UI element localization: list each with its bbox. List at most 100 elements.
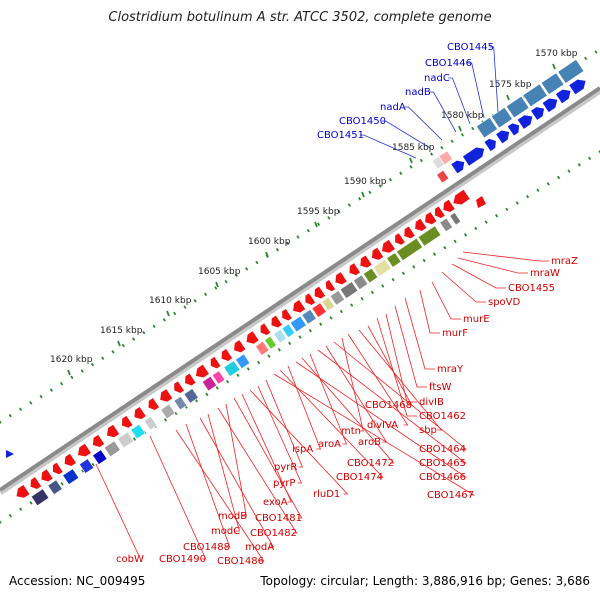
gene-block	[289, 315, 307, 333]
leader-line-bottom	[233, 397, 303, 519]
ruler-tick	[0, 520, 2, 524]
gene-label-top: CBO1445	[447, 42, 494, 53]
gene-arrow-forward	[160, 389, 173, 402]
gene-arrow-forward	[234, 340, 246, 353]
ruler-tick	[327, 216, 331, 220]
gene-block-reverse	[540, 72, 565, 95]
ruler-major-tick	[166, 310, 170, 317]
gene-block	[273, 329, 287, 344]
leader-line-bottom	[358, 329, 443, 431]
gene-label-bottom: exoA	[263, 497, 288, 508]
leader-line-bottom	[273, 373, 476, 496]
gene-label-bottom: CBO1465	[419, 458, 466, 469]
ruler-tick	[132, 437, 137, 441]
ruler-tick	[460, 133, 464, 137]
gene-label-bottom: mraW	[530, 268, 560, 279]
ruler-major-tick	[314, 221, 318, 228]
ruler-tick	[588, 156, 592, 161]
gene-arrow-forward	[174, 381, 184, 393]
ruler-tick	[275, 248, 280, 252]
leader-line-bottom	[462, 251, 549, 262]
ruler-tick	[203, 292, 208, 297]
ruler-major-tick	[409, 157, 413, 164]
gene-block-reverse	[490, 106, 513, 129]
ruler-label: 1610 kbp	[149, 296, 192, 306]
ruler-tick	[152, 324, 156, 329]
gene-block	[143, 415, 158, 431]
gene-label-bottom: aroA	[318, 439, 341, 450]
ruler-label: 1620 kbp	[50, 355, 93, 365]
gene-label-bottom: CBO1474	[336, 472, 383, 483]
ruler-tick	[463, 233, 468, 237]
gene-block	[62, 468, 80, 485]
gene-arrow-forward	[314, 286, 326, 299]
gene-block-reverse	[505, 95, 530, 119]
ruler-label: 1585 kbp	[392, 143, 435, 153]
leader-line-bottom	[376, 317, 417, 417]
gene-label-bottom: modC	[211, 526, 240, 537]
ruler-label: 1570 kbp	[535, 49, 578, 59]
ruler-tick	[557, 175, 561, 180]
ruler-tick	[193, 299, 197, 303]
gene-arrow-forward	[434, 206, 445, 219]
ruler-major-tick	[215, 281, 219, 288]
leader-line-bottom	[249, 389, 349, 495]
gene-label-bottom: mraZ	[551, 256, 578, 267]
gene-arrow-forward	[395, 233, 405, 245]
gene-arrow-forward	[64, 453, 77, 466]
gene-label-bottom: ispA	[292, 444, 313, 455]
ruler-tick	[381, 284, 385, 288]
leader-line-bottom	[431, 281, 461, 320]
ruler-tick	[453, 239, 457, 244]
gene-block	[301, 309, 317, 325]
ruler-tick	[257, 360, 261, 365]
leader-line-bottom	[419, 289, 440, 334]
ruler-tick	[401, 271, 406, 275]
gene-label-bottom: CBO1455	[508, 283, 555, 294]
gene-arrow-forward	[404, 226, 415, 239]
ruler-tick	[515, 201, 519, 205]
ruler-tick	[329, 316, 333, 320]
ruler-tick	[347, 203, 351, 207]
leader-line-top	[429, 91, 457, 133]
gene-arrow-reverse	[555, 89, 571, 104]
leader-line-bottom	[451, 263, 506, 289]
gene-block	[183, 388, 199, 404]
gene-label-bottom: modA	[245, 542, 274, 553]
leader-line-bottom	[457, 257, 528, 274]
ruler-tick	[142, 330, 146, 335]
leader-line-bottom	[217, 407, 298, 534]
gene-block	[47, 479, 63, 495]
ruler-tick	[474, 226, 478, 231]
leader-line-bottom	[287, 365, 321, 450]
leader-line-bottom	[175, 429, 265, 562]
ruler-tick	[419, 158, 423, 163]
ruler-tick	[246, 367, 250, 371]
ruler-tick	[526, 194, 530, 199]
gene-block	[372, 258, 392, 277]
gene-label-bottom: mtn	[341, 426, 361, 437]
ruler-tick	[39, 394, 43, 399]
ruler-label: 1600 kbp	[248, 237, 291, 247]
gene-label-bottom: CBO1468	[365, 400, 412, 411]
gene-arrow-reverse	[496, 130, 510, 144]
gene-block	[235, 353, 251, 370]
ruler-tick	[430, 152, 434, 156]
gene-arrow-reverse	[484, 138, 496, 152]
ruler-tick	[8, 513, 12, 518]
ruler-tick	[450, 139, 454, 144]
ruler-tick	[484, 220, 488, 224]
gene-label-bottom: CBO1466	[419, 472, 466, 483]
ruler-tick	[567, 169, 571, 173]
gene-arrow-forward	[381, 239, 395, 253]
ruler-tick	[422, 258, 426, 263]
gene-arrow-forward	[425, 212, 437, 225]
ruler-major-tick	[506, 94, 510, 101]
gene-arrow-forward	[260, 323, 271, 336]
gene-label-top: nadC	[424, 73, 450, 84]
ruler-label: 1605 kbp	[198, 267, 241, 277]
ruler-tick	[162, 318, 166, 322]
ruler-label: 1595 kbp	[297, 207, 340, 217]
gene-arrow-forward	[415, 218, 427, 231]
ruler-ticks-inner	[0, 150, 600, 524]
